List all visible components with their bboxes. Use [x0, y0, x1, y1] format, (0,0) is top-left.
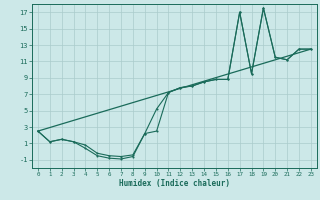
- X-axis label: Humidex (Indice chaleur): Humidex (Indice chaleur): [119, 179, 230, 188]
